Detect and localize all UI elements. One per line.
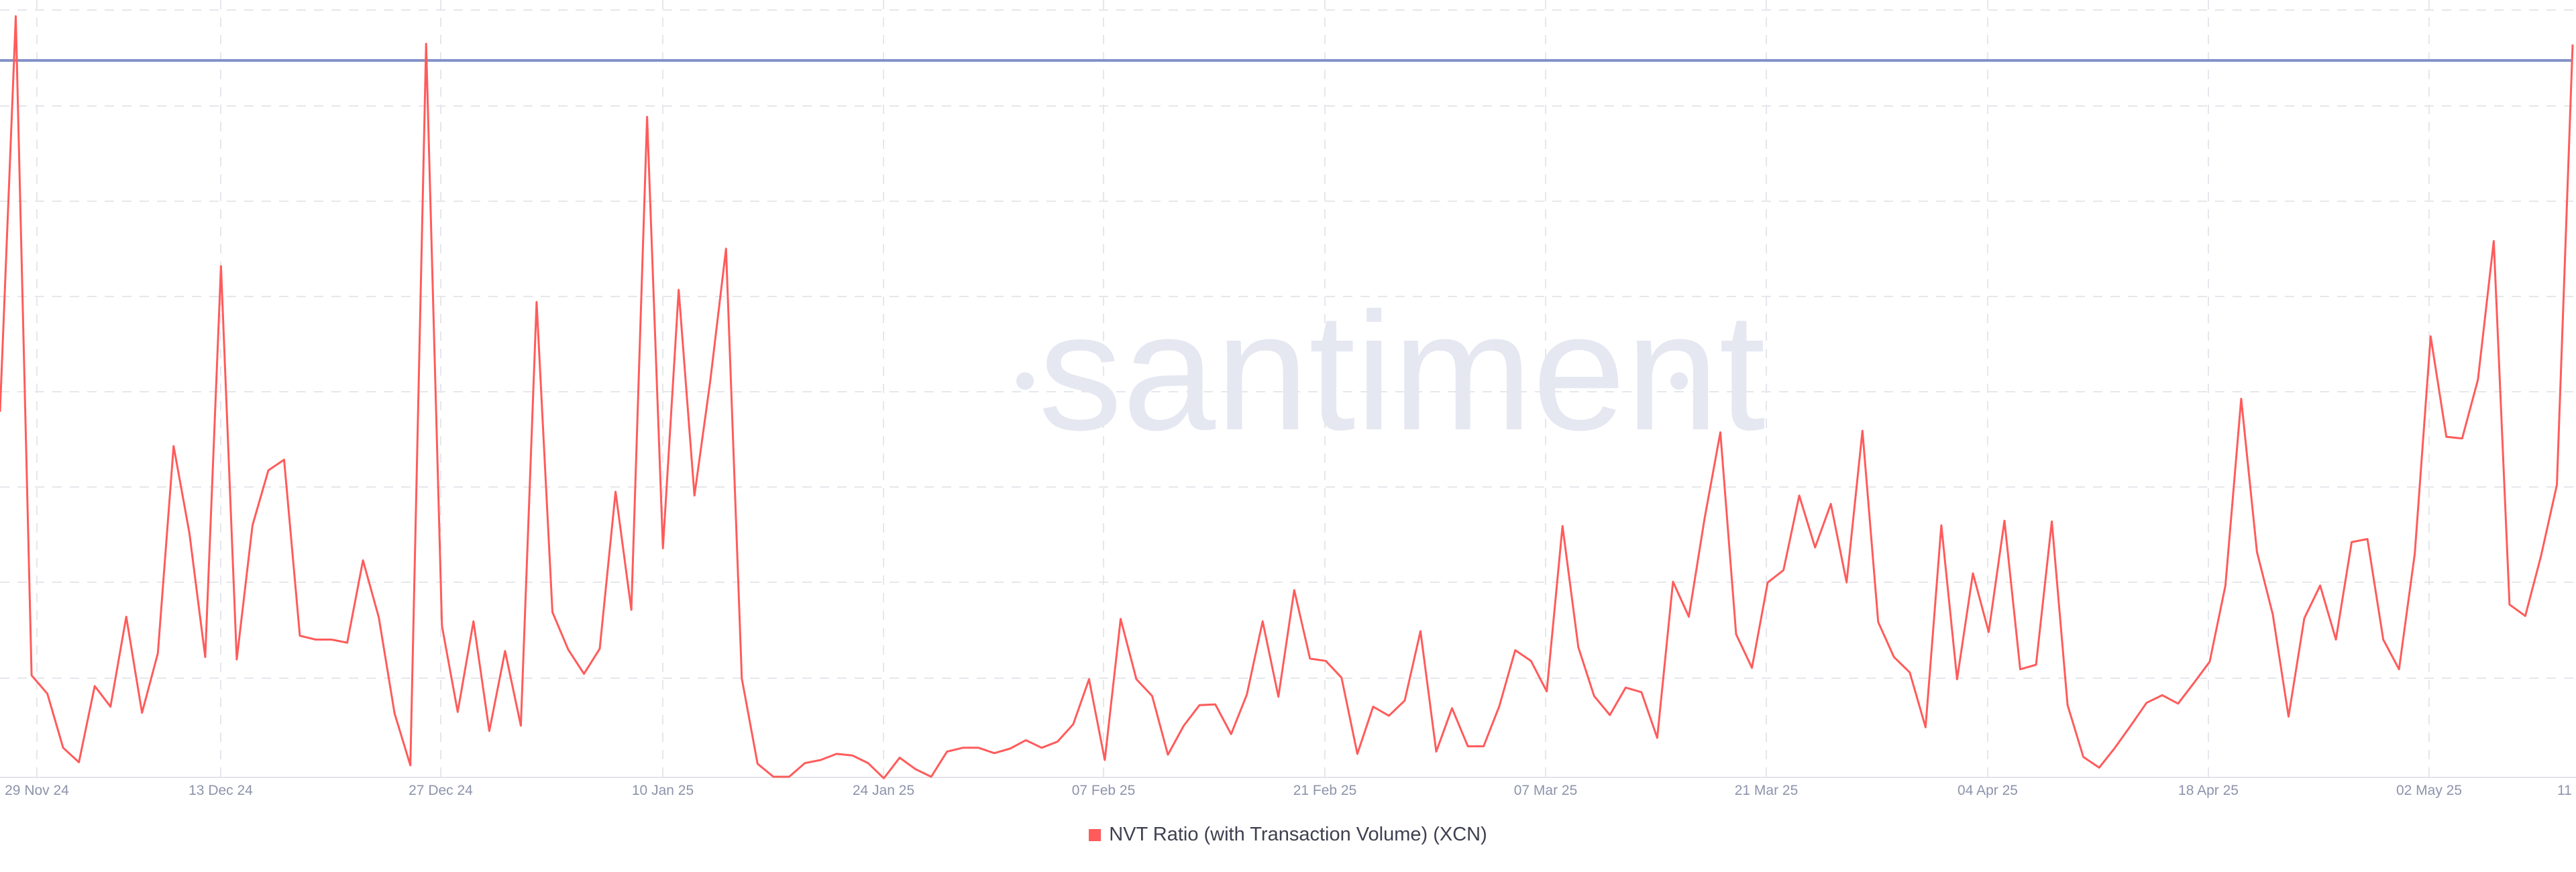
x-tick-label-5: 07 Feb 25 xyxy=(1072,783,1136,798)
x-tick-label-6: 21 Feb 25 xyxy=(1293,783,1357,798)
watermark: santiment xyxy=(1016,278,1766,465)
x-tick-label-11: 02 May 25 xyxy=(2396,783,2462,798)
chart-legend: NVT Ratio (with Transaction Volume) (XCN… xyxy=(0,824,2576,846)
x-tick-label-3: 10 Jan 25 xyxy=(632,783,694,798)
watermark-dot-left xyxy=(1016,372,1034,390)
legend-label: NVT Ratio (with Transaction Volume) (XCN… xyxy=(1109,824,1487,845)
x-tick-label-10: 18 Apr 25 xyxy=(2178,783,2239,798)
chart-grid xyxy=(0,0,2576,777)
watermark-text: santiment xyxy=(1038,278,1766,465)
x-tick-label-4: 24 Jan 25 xyxy=(853,783,914,798)
x-tick-label-2: 27 Dec 24 xyxy=(409,783,473,798)
x-tick-label-12: 11 May xyxy=(2557,783,2576,798)
x-tick-label-8: 21 Mar 25 xyxy=(1735,783,1799,798)
x-tick-label-0: 29 Nov 24 xyxy=(5,783,69,798)
watermark-dot-right xyxy=(1670,372,1688,390)
series-line-nvt-ratio xyxy=(0,15,2574,779)
x-tick-label-9: 04 Apr 25 xyxy=(1957,783,2018,798)
x-tick-label-1: 13 Dec 24 xyxy=(189,783,253,798)
x-tick-label-7: 07 Mar 25 xyxy=(1514,783,1578,798)
legend-swatch xyxy=(1089,828,1102,841)
x-axis-ticks: 29 Nov 24 13 Dec 24 27 Dec 24 10 Jan 25 24 J… xyxy=(5,783,2576,798)
